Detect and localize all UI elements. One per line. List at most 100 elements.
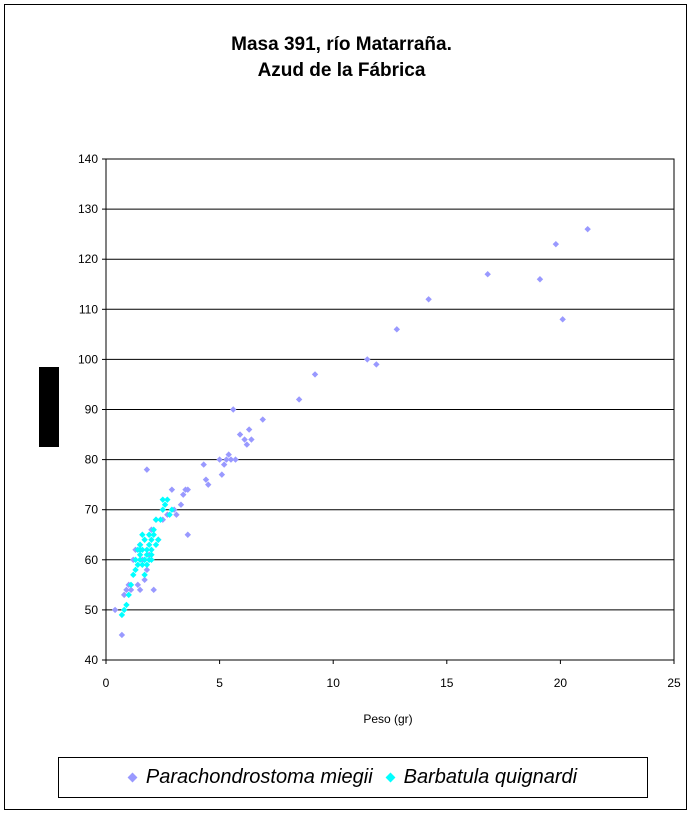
x-tick-label: 15 xyxy=(440,676,454,690)
y-tick-label: 130 xyxy=(78,202,98,216)
data-point-series-1 xyxy=(111,606,119,614)
data-point-series-2 xyxy=(118,611,126,619)
data-point-series-2 xyxy=(136,546,144,553)
y-tick-label: 50 xyxy=(85,603,99,617)
data-point-series-2 xyxy=(148,551,155,558)
data-point-series-2 xyxy=(150,531,157,538)
data-point-series-2 xyxy=(152,541,160,548)
data-point-series-1 xyxy=(245,426,253,433)
data-point-series-2 xyxy=(132,556,139,563)
chart-frame xyxy=(4,4,687,810)
x-tick-label: 5 xyxy=(216,676,223,690)
legend-label-series-2: Barbatula quignardi xyxy=(403,766,578,788)
data-point-series-1 xyxy=(232,456,239,463)
data-point-series-2 xyxy=(141,536,148,543)
plot-area-border xyxy=(105,158,675,661)
data-point-series-2 xyxy=(152,516,160,523)
data-point-series-1 xyxy=(223,456,230,463)
data-point-series-1 xyxy=(202,476,210,483)
data-point-series-2 xyxy=(148,536,155,543)
data-point-series-2 xyxy=(159,506,166,513)
data-point-series-2 xyxy=(136,541,144,548)
data-point-series-1 xyxy=(150,586,157,594)
data-point-series-2 xyxy=(168,506,176,513)
data-point-series-1 xyxy=(216,456,223,463)
legend-label-series-1: Parachondrostoma miegii xyxy=(145,766,373,788)
data-point-series-2 xyxy=(155,536,162,543)
data-point-series-1 xyxy=(143,566,151,574)
data-point-series-2 xyxy=(143,551,151,558)
data-point-series-1 xyxy=(552,240,560,248)
data-point-series-1 xyxy=(241,436,248,443)
y-tick-labels: 40 50 60 70 80 90 100 110 120 130 140 xyxy=(78,152,98,667)
data-point-series-1 xyxy=(373,361,380,368)
x-tick-label: 10 xyxy=(327,676,341,690)
data-point-series-2 xyxy=(127,581,135,589)
data-point-series-1 xyxy=(168,486,176,493)
axes xyxy=(102,158,675,664)
data-point-series-1 xyxy=(173,511,180,518)
data-point-series-2 xyxy=(148,556,155,563)
data-point-series-1 xyxy=(311,371,319,378)
data-point-series-2 xyxy=(143,546,151,553)
data-point-series-1 xyxy=(536,276,544,283)
data-point-series-2 xyxy=(141,571,148,579)
data-point-series-2 xyxy=(148,546,155,553)
data-point-series-1 xyxy=(180,491,187,498)
data-point-series-1 xyxy=(136,586,144,594)
legend-item-series-1: Parachondrostoma miegii xyxy=(127,766,373,789)
data-point-series-1 xyxy=(118,631,126,639)
data-point-series-1 xyxy=(259,416,266,423)
data-points xyxy=(111,225,591,639)
data-point-series-2 xyxy=(125,591,132,599)
data-point-series-2 xyxy=(139,561,146,569)
legend-item-series-2: Barbatula quignardi xyxy=(385,766,578,789)
data-point-series-1 xyxy=(225,451,232,458)
data-point-series-1 xyxy=(243,441,251,448)
gridlines xyxy=(106,158,674,611)
x-tick-labels: 0 5 10 15 20 25 xyxy=(103,676,681,690)
data-point-series-2 xyxy=(161,501,169,508)
legend: Parachondrostoma miegii Barbatula quigna… xyxy=(58,757,648,798)
data-point-series-2 xyxy=(120,606,128,614)
data-point-series-2 xyxy=(145,531,153,538)
data-point-series-2 xyxy=(143,561,151,569)
x-tick-label: 0 xyxy=(103,676,110,690)
data-point-series-2 xyxy=(141,556,148,563)
data-point-series-1 xyxy=(425,296,432,303)
data-point-series-2 xyxy=(157,516,164,523)
data-point-series-2 xyxy=(164,496,171,503)
data-point-series-1 xyxy=(248,436,255,443)
data-point-series-1 xyxy=(141,576,148,584)
y-tick-label: 140 xyxy=(78,152,98,166)
data-point-series-1 xyxy=(143,466,151,473)
data-point-series-1 xyxy=(200,461,207,468)
y-axis-label-redacted-block xyxy=(39,367,59,447)
data-point-series-1 xyxy=(177,501,185,508)
y-tick-label: 60 xyxy=(85,553,99,567)
y-tick-label: 120 xyxy=(78,252,98,266)
data-point-series-2 xyxy=(132,566,139,574)
data-point-series-2 xyxy=(139,531,146,538)
data-point-series-1 xyxy=(220,461,228,468)
chart-title-line-2: Azud de la Fábrica xyxy=(257,60,426,81)
data-point-series-1 xyxy=(205,481,212,488)
data-point-series-2 xyxy=(159,496,166,503)
data-point-series-1 xyxy=(123,586,130,594)
data-point-series-1 xyxy=(184,531,191,538)
y-tick-label: 40 xyxy=(85,653,99,667)
data-point-series-2 xyxy=(134,561,142,569)
chart-title-line-1: Masa 391, río Matarraña. xyxy=(231,34,452,55)
data-point-series-1 xyxy=(484,271,491,278)
y-tick-label: 110 xyxy=(79,302,98,316)
x-axis-label: Peso (gr) xyxy=(363,712,412,726)
y-tick-label: 70 xyxy=(85,503,99,517)
data-point-series-1 xyxy=(393,326,401,333)
data-point-series-1 xyxy=(230,406,237,413)
data-point-series-1 xyxy=(127,586,135,594)
data-point-series-1 xyxy=(227,456,235,463)
data-point-series-2 xyxy=(130,571,137,579)
data-point-series-1 xyxy=(120,591,128,599)
y-tick-label: 90 xyxy=(85,403,99,417)
